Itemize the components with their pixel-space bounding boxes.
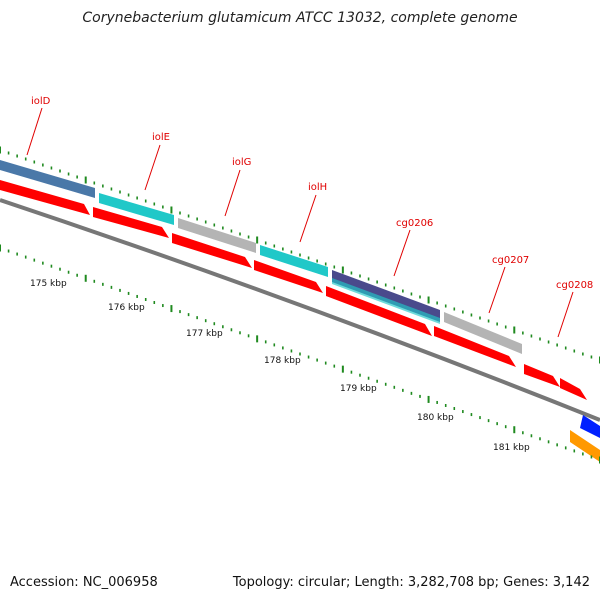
accession-text: Accession: NC_006958 [10,575,158,590]
forward-strand-features [0,160,600,462]
kbp-label-179: 179 kbp [340,384,377,394]
ticks-lower [0,244,600,464]
cds-arrow [254,260,323,293]
gene-iolh-segment [260,245,328,277]
ticks-upper [0,146,600,364]
genome-backbone [0,198,600,422]
map-title: Corynebacterium glutamicum ATCC 13032, c… [82,10,517,26]
gene-iole-segment [99,193,174,225]
gene-iolg-segment [178,218,256,253]
kbp-label-181: 181 kbp [493,443,530,453]
kbp-labels: 175 kbp 176 kbp 177 kbp 178 kbp 179 kbp … [30,279,530,453]
gene-cg0206-overlay-segment [332,278,440,324]
gene-label-cg0206: cg0206 [396,218,433,229]
label-line-cg0206 [393,229,411,277]
label-line-cg0208 [557,291,574,338]
kbp-label-177: 177 kbp [186,329,223,339]
gene-label-iolg: iolG [232,157,251,168]
gene-label-iold: iolD [31,96,51,107]
cds-arrow [172,233,252,268]
gene-label-iole: iolE [152,132,170,143]
cds-arrow [326,286,432,336]
label-line-iolg [224,169,241,217]
label-line-iolh [299,194,317,243]
cds-arrows [0,180,587,400]
kbp-label-176: 176 kbp [108,303,145,313]
gene-orange-segment [570,430,600,462]
gene-iold-segment [0,160,95,198]
label-line-iole [144,144,161,191]
kbp-label-178: 178 kbp [264,356,301,366]
gene-label-cg0208: cg0208 [556,280,593,291]
kbp-label-180: 180 kbp [417,413,454,423]
cds-arrow [560,378,587,400]
label-line-iold [26,107,43,156]
kbp-label-175: 175 kbp [30,279,67,289]
gene-blue-segment [580,415,600,438]
cds-arrow [0,180,90,215]
cds-arrow [93,207,169,238]
gene-labels: iolD iolE iolG iolH cg0206 cg0207 cg0208 [26,96,593,338]
gene-label-cg0207: cg0207 [492,255,529,266]
cds-arrow [434,326,516,367]
gene-label-iolh: iolH [308,182,327,193]
gene-cg0207-segment [444,312,522,354]
cds-arrow [524,364,560,387]
topology-text: Topology: circular; Length: 3,282,708 bp… [232,575,590,590]
label-line-cg0207 [488,266,506,314]
